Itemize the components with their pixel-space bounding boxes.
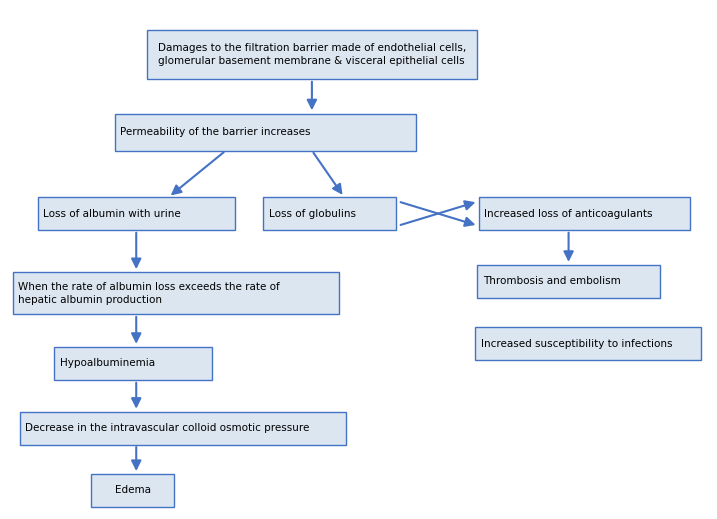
Text: Thrombosis and embolism: Thrombosis and embolism bbox=[483, 276, 621, 286]
FancyBboxPatch shape bbox=[478, 265, 660, 298]
FancyBboxPatch shape bbox=[264, 198, 396, 230]
Text: Increased susceptibility to infections: Increased susceptibility to infections bbox=[480, 338, 673, 349]
FancyBboxPatch shape bbox=[19, 412, 346, 444]
FancyBboxPatch shape bbox=[54, 347, 212, 380]
Text: Decrease in the intravascular colloid osmotic pressure: Decrease in the intravascular colloid os… bbox=[26, 423, 310, 433]
FancyBboxPatch shape bbox=[475, 327, 701, 360]
FancyBboxPatch shape bbox=[12, 272, 339, 314]
Text: Permeability of the barrier increases: Permeability of the barrier increases bbox=[120, 127, 311, 138]
Text: Loss of globulins: Loss of globulins bbox=[270, 209, 356, 219]
FancyBboxPatch shape bbox=[92, 474, 174, 507]
FancyBboxPatch shape bbox=[479, 198, 690, 230]
Text: Loss of albumin with urine: Loss of albumin with urine bbox=[43, 209, 181, 219]
FancyBboxPatch shape bbox=[37, 198, 234, 230]
FancyBboxPatch shape bbox=[115, 114, 416, 151]
Text: Edema: Edema bbox=[115, 485, 151, 496]
FancyBboxPatch shape bbox=[147, 30, 477, 79]
Text: Damages to the filtration barrier made of endothelial cells,
glomerular basement: Damages to the filtration barrier made o… bbox=[158, 43, 466, 66]
Text: Increased loss of anticoagulants: Increased loss of anticoagulants bbox=[485, 209, 653, 219]
Text: When the rate of albumin loss exceeds the rate of
hepatic albumin production: When the rate of albumin loss exceeds th… bbox=[18, 282, 280, 305]
Text: Hypoalbuminemia: Hypoalbuminemia bbox=[60, 358, 155, 368]
